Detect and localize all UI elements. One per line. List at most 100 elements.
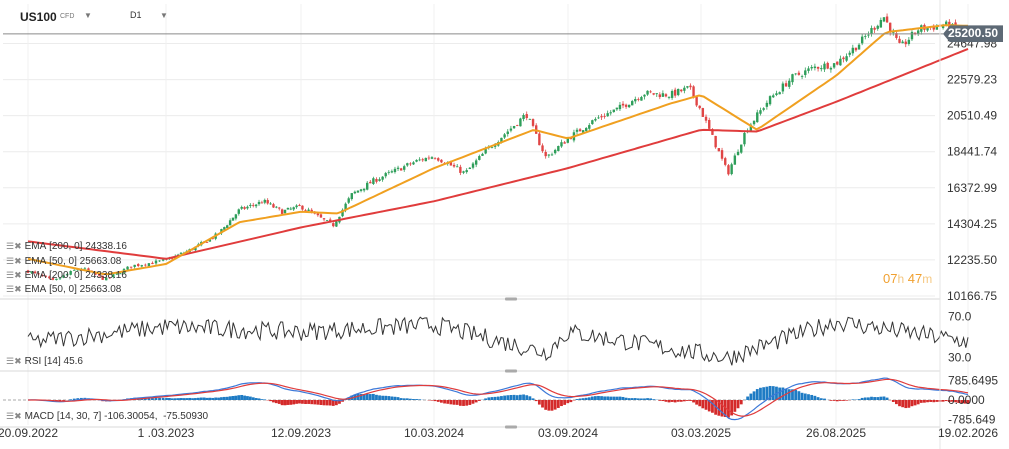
candle-body: [655, 93, 658, 95]
macd-histogram-bar: [944, 400, 948, 402]
candle-body: [500, 137, 503, 143]
candle-body: [649, 91, 652, 93]
candle-body: [228, 220, 232, 226]
candle-body: [119, 273, 122, 275]
candle-body: [254, 204, 258, 207]
candle-body: [538, 133, 541, 146]
legend-rsi[interactable]: ☰✖ RSI [14] 45.6: [6, 356, 83, 367]
candle-body: [708, 120, 711, 129]
candle-body: [319, 214, 323, 218]
candle-body: [137, 264, 140, 266]
macd-histogram-bar: [493, 396, 497, 400]
macd-histogram-bar: [736, 400, 740, 409]
candle-body: [895, 33, 898, 38]
price-axis-label: 14304.25: [947, 217, 997, 231]
macd-histogram-bar: [269, 400, 272, 402]
candle-body: [158, 260, 161, 262]
legend-menu-icon[interactable]: ☰✖: [6, 270, 22, 280]
legend-value: 25663.08: [79, 256, 122, 267]
candle-body: [362, 188, 366, 191]
grid-lines: [3, 4, 969, 425]
candle-body: [680, 89, 683, 92]
macd-histogram-bar: [263, 399, 267, 400]
timeframe-chevron-down-icon[interactable]: ▼: [160, 11, 168, 20]
macd-histogram-bar: [768, 385, 772, 400]
ema-lines: [27, 24, 969, 276]
legend-menu-icon[interactable]: ☰✖: [6, 356, 22, 366]
macd-histogram-bar: [515, 395, 519, 400]
candle-body: [752, 120, 756, 125]
candle-body: [904, 41, 907, 45]
macd-histogram-bar: [182, 398, 186, 400]
candle-body: [519, 118, 522, 127]
candle-body: [594, 118, 597, 121]
legend-ema200[interactable]: ☰✖ EMA [200, 0] 24338.16: [6, 241, 127, 252]
macd-histogram-bar: [800, 392, 804, 400]
candle-body: [223, 227, 226, 230]
date-axis-label: 03.03.2025: [671, 426, 731, 440]
macd-axis-separator-handle[interactable]: [505, 425, 517, 429]
macd-histogram-bar: [569, 400, 573, 403]
macd-histogram-bar: [468, 400, 472, 405]
candle-body: [280, 209, 284, 214]
candle-body: [627, 104, 631, 108]
candle-body: [101, 275, 104, 280]
macd-histogram-bar: [301, 400, 304, 404]
candle-body: [375, 179, 378, 182]
legend-ema50-duplicate[interactable]: ☰✖ EMA [50, 0] 25663.08: [6, 284, 121, 295]
macd-histogram-bar: [587, 397, 591, 400]
macd-histogram-bar: [676, 400, 680, 402]
candle-body: [932, 25, 935, 30]
candle-body: [69, 270, 72, 275]
candle-body: [459, 166, 462, 173]
legend-macd[interactable]: ☰✖ MACD [14, 30, 7] -106.30054, -75.50930: [6, 411, 209, 422]
candle-body: [646, 90, 649, 95]
macd-histogram-bar: [891, 400, 895, 402]
macd-histogram-bar: [707, 400, 711, 412]
macd-histogram-bar: [749, 393, 753, 400]
legend-menu-icon[interactable]: ☰✖: [6, 411, 22, 421]
macd-histogram-bar: [566, 400, 570, 404]
macd-histogram-bar: [298, 400, 301, 404]
macd-histogram-bar: [260, 399, 264, 400]
macd-histogram-bar: [449, 400, 453, 405]
macd-histogram-bar: [228, 396, 232, 400]
pane-separators[interactable]: [0, 0, 941, 449]
macd-histogram-bar: [762, 387, 766, 400]
macd-histogram-bar: [512, 394, 516, 400]
legend-menu-icon[interactable]: ☰✖: [6, 284, 22, 294]
macd-histogram-bar: [646, 398, 649, 400]
date-axis-label: 1 .03.2023: [138, 426, 195, 440]
candle-body: [553, 149, 557, 154]
price-rsi-separator-handle[interactable]: [505, 297, 517, 301]
candle-body: [661, 93, 665, 97]
ema50-line: [27, 24, 969, 276]
timeframe-label[interactable]: D1: [130, 10, 142, 20]
macd-histogram-bar: [525, 395, 529, 400]
legend-params: [200, 0]: [49, 241, 83, 252]
candle-body: [704, 116, 708, 121]
legend-ema50[interactable]: ☰✖ EMA [50, 0] 25663.08: [6, 256, 121, 267]
macd-histogram-bar: [879, 396, 883, 400]
macd-histogram-bar: [237, 395, 241, 400]
legend-menu-icon[interactable]: ☰✖: [6, 241, 22, 251]
candle-body: [430, 157, 434, 159]
candle-body: [673, 89, 677, 96]
legend-params: [50, 0]: [49, 284, 77, 295]
legend-ema200-duplicate[interactable]: ☰✖ EMA [200, 0] 24338.16: [6, 270, 127, 281]
candle-body: [910, 31, 914, 40]
candle-body: [231, 217, 235, 221]
symbol-label[interactable]: US100: [20, 10, 57, 24]
macd-histogram-bar: [652, 399, 656, 400]
candle-body: [433, 158, 437, 160]
macd-histogram-bar: [670, 400, 674, 402]
date-axis-label: 26.08.2025: [806, 426, 866, 440]
rsi-macd-separator-handle[interactable]: [505, 369, 517, 373]
candle-body: [876, 25, 879, 29]
y-axis-labels: 24647.9822579.2320510.4918441.7416372.99…: [947, 37, 998, 427]
legend-menu-icon[interactable]: ☰✖: [6, 256, 22, 266]
macd-histogram-bar: [682, 400, 686, 402]
candle-body: [945, 21, 948, 26]
symbol-chevron-down-icon[interactable]: ▼: [84, 11, 92, 20]
